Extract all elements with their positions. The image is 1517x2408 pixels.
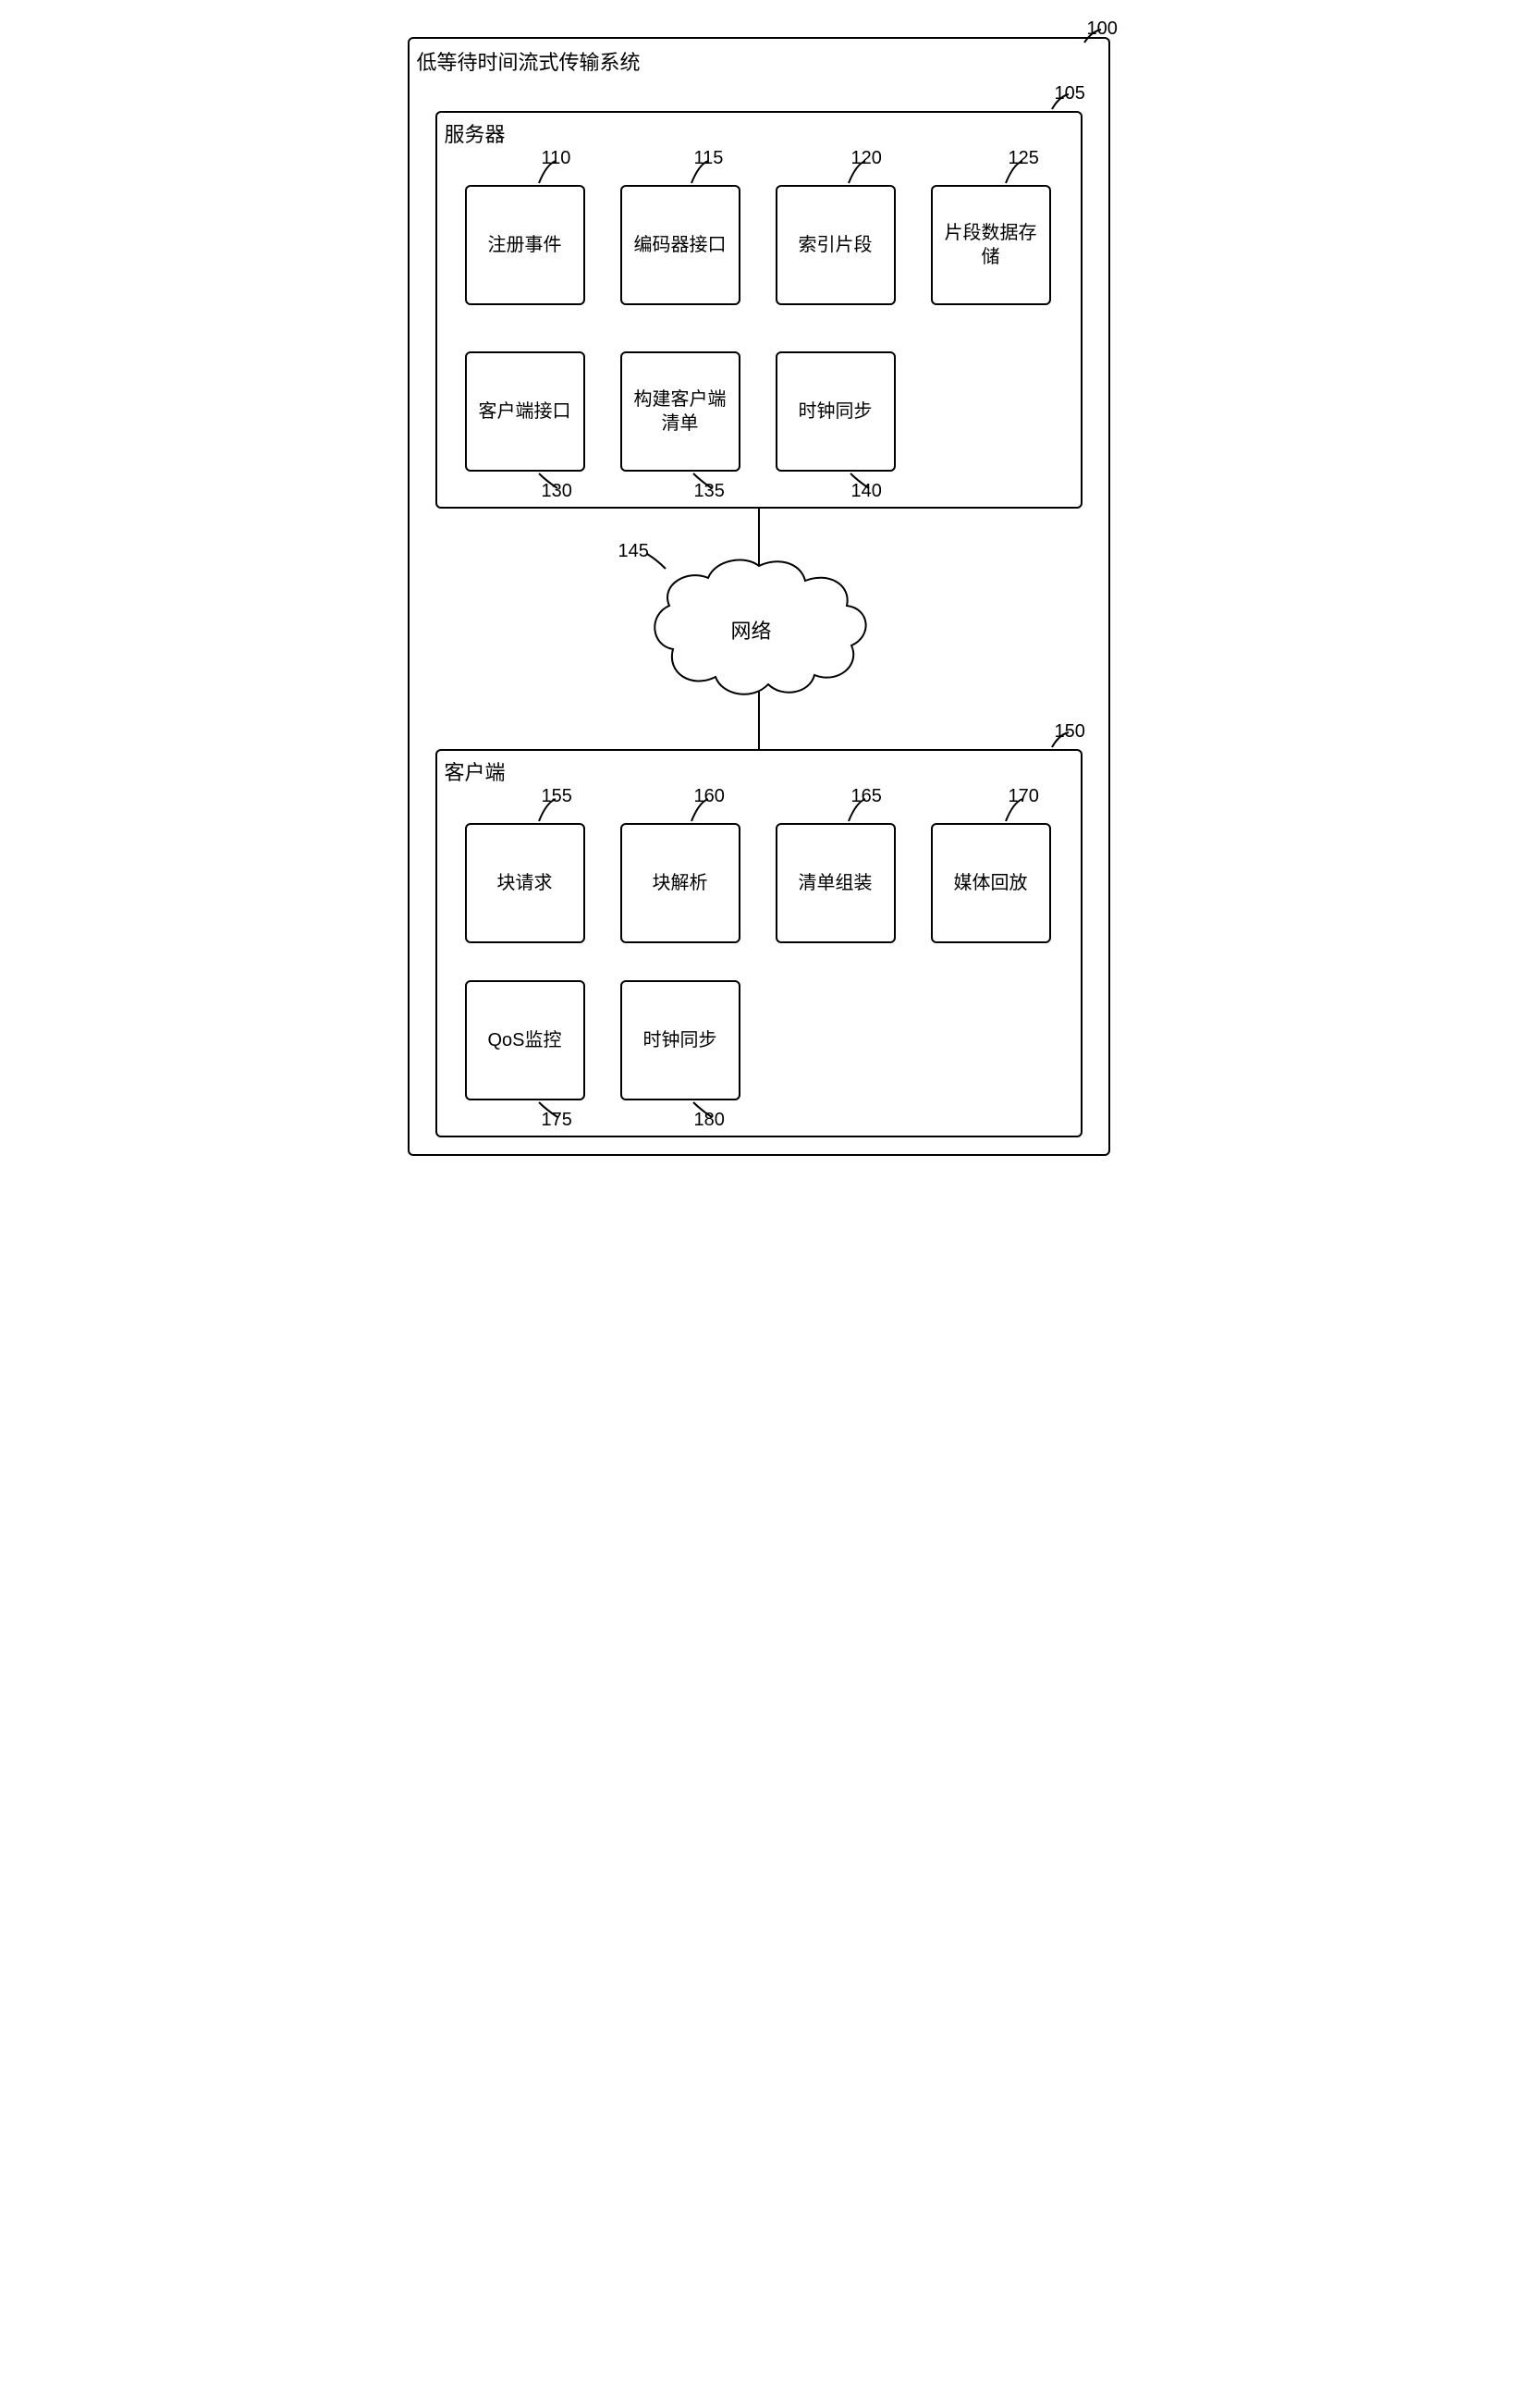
client-title: 客户端 bbox=[445, 756, 506, 786]
box-index-segment: 索引片段 bbox=[776, 185, 896, 305]
box-encoder-interface: 编码器接口 bbox=[620, 185, 740, 305]
outer-title: 低等待时间流式传输系统 bbox=[417, 46, 641, 76]
box-clock-sync-client: 时钟同步 bbox=[620, 980, 740, 1100]
leader-160 bbox=[690, 795, 716, 825]
leader-115 bbox=[690, 157, 716, 187]
box-register-event: 注册事件 bbox=[465, 185, 585, 305]
label-165: 清单组装 bbox=[799, 871, 873, 895]
leader-125 bbox=[1004, 157, 1030, 187]
leader-155 bbox=[537, 795, 563, 825]
leader-165 bbox=[847, 795, 873, 825]
leader-105 bbox=[1050, 91, 1078, 113]
box-client-interface: 客户端接口 bbox=[465, 351, 585, 472]
label-110: 注册事件 bbox=[488, 233, 562, 257]
label-115: 编码器接口 bbox=[634, 233, 727, 257]
network-label: 网络 bbox=[731, 615, 772, 645]
label-155: 块请求 bbox=[497, 871, 553, 895]
leader-180 bbox=[690, 1100, 716, 1123]
connector-cloud-client bbox=[758, 692, 760, 749]
system-diagram: 低等待时间流式传输系统 100 服务器 105 注册事件 110 编码器接口 1… bbox=[398, 18, 1119, 1165]
box-media-playback: 媒体回放 bbox=[931, 823, 1051, 943]
box-qos-monitor: QoS监控 bbox=[465, 980, 585, 1100]
label-170: 媒体回放 bbox=[954, 871, 1028, 895]
leader-150 bbox=[1050, 729, 1078, 751]
leader-135 bbox=[690, 472, 716, 494]
label-130: 客户端接口 bbox=[479, 399, 571, 424]
leader-175 bbox=[535, 1100, 561, 1123]
box-chunk-parse: 块解析 bbox=[620, 823, 740, 943]
box-chunk-request: 块请求 bbox=[465, 823, 585, 943]
label-125: 片段数据存储 bbox=[938, 221, 1044, 269]
label-140: 时钟同步 bbox=[799, 399, 873, 424]
leader-130 bbox=[535, 472, 561, 494]
leader-100 bbox=[1083, 26, 1110, 46]
box-segment-store: 片段数据存储 bbox=[931, 185, 1051, 305]
leader-110 bbox=[537, 157, 563, 187]
label-175: QoS监控 bbox=[487, 1028, 561, 1052]
leader-170 bbox=[1004, 795, 1030, 825]
label-160: 块解析 bbox=[653, 871, 708, 895]
leader-120 bbox=[847, 157, 873, 187]
label-180: 时钟同步 bbox=[643, 1028, 717, 1052]
server-title: 服务器 bbox=[445, 118, 506, 148]
label-120: 索引片段 bbox=[799, 233, 873, 257]
box-manifest-assemble: 清单组装 bbox=[776, 823, 896, 943]
leader-145 bbox=[643, 550, 669, 572]
box-build-manifest: 构建客户端清单 bbox=[620, 351, 740, 472]
label-135: 构建客户端清单 bbox=[628, 387, 733, 436]
leader-140 bbox=[847, 472, 873, 494]
box-clock-sync-server: 时钟同步 bbox=[776, 351, 896, 472]
